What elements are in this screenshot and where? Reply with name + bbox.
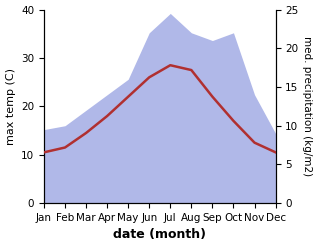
Y-axis label: med. precipitation (kg/m2): med. precipitation (kg/m2) <box>302 36 313 176</box>
X-axis label: date (month): date (month) <box>113 228 206 242</box>
Y-axis label: max temp (C): max temp (C) <box>5 68 16 145</box>
